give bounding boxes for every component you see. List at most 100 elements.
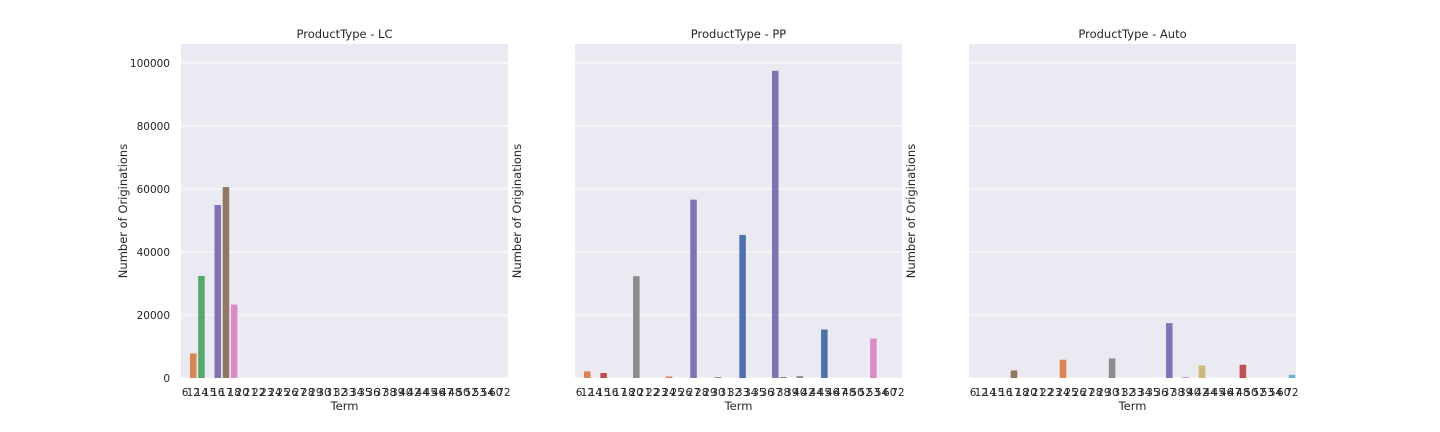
x-tick-label: 20 [236,387,249,399]
x-tick-label: 18 [227,387,240,399]
x-tick-label: 14 [589,387,603,399]
x-tick-label: 47 [1228,387,1241,399]
bar-term-38 [780,377,787,378]
plot-area [969,44,1296,378]
x-tick-label: 33 [1130,387,1143,399]
x-tick-label: 36 [1154,387,1168,399]
x-axis-label: Term [330,399,359,413]
x-tick-label: 24 [268,387,282,399]
x-tick-label: 21 [244,387,257,399]
x-tick-label: 15 [597,387,610,399]
x-tick-label: 31 [1114,387,1127,399]
x-tick-label: 29 [703,387,716,399]
bar-term-33 [739,234,746,378]
x-tick-label: 15 [203,387,216,399]
x-tick-label: 18 [621,387,634,399]
x-tick-label: 31 [326,387,339,399]
x-tick-label: 14 [195,387,209,399]
x-tick-label: 6 [182,387,189,399]
x-tick-label: 20 [630,387,643,399]
x-tick-label: 47 [440,387,453,399]
y-tick-label: 20000 [137,310,170,322]
x-tick-label: 21 [638,387,651,399]
bar-term-12 [583,371,591,378]
bar-term-72 [1288,374,1296,378]
bar-term-40 [796,376,804,378]
bar-term-30 [714,377,722,378]
x-tick-label: 72 [497,387,510,399]
x-tick-label: 39 [785,387,798,399]
panel-title: ProductType - PP [691,27,786,41]
x-tick-label: 40 [793,387,806,399]
x-tick-label: 32 [1122,387,1135,399]
y-tick-label: 40000 [137,247,170,259]
x-tick-label: 72 [891,387,904,399]
y-axis-label: Number of Originations [904,144,918,278]
x-tick-label: 35 [358,387,371,399]
x-tick-label: 6 [576,387,583,399]
bar-term-48 [1239,364,1247,378]
x-tick-label: 22 [1040,387,1053,399]
x-tick-label: 24 [662,387,676,399]
y-axis-label: Number of Originations [116,144,130,278]
x-tick-label: 53 [1261,387,1274,399]
x-tick-label: 15 [991,387,1004,399]
x-tick-label: 12 [581,387,594,399]
x-tick-label: 36 [760,387,774,399]
x-tick-label: 60 [489,387,502,399]
bar-term-53 [870,338,877,378]
x-tick-label: 28 [1089,387,1102,399]
y-tick-label: 80000 [137,121,170,133]
x-tick-label: 24 [1056,387,1070,399]
bar-term-30 [1108,358,1116,378]
x-tick-label: 46 [826,387,840,399]
y-tick-label: 60000 [137,184,170,196]
x-tick-label: 37 [375,387,388,399]
bar-term-17 [1010,370,1018,378]
x-tick-label: 39 [391,387,404,399]
x-tick-label: 42 [1195,387,1208,399]
x-tick-label: 16 [999,387,1013,399]
x-tick-label: 33 [736,387,749,399]
x-tick-label: 34 [350,387,364,399]
x-tick-label: 53 [473,387,486,399]
x-tick-label: 37 [1163,387,1176,399]
x-tick-label: 30 [1105,387,1118,399]
x-tick-label: 23 [1048,387,1061,399]
x-tick-label: 50 [456,387,469,399]
bar-term-12 [189,353,197,378]
x-tick-label: 27 [687,387,700,399]
x-tick-label: 47 [834,387,847,399]
x-tick-label: 29 [1097,387,1110,399]
x-tick-label: 14 [983,387,997,399]
x-axis-label: Term [724,399,753,413]
x-tick-label: 30 [317,387,330,399]
x-tick-label: 72 [1285,387,1298,399]
panel-1: 0 20000 40000 60000 80000 100000 6121415161718… [116,27,511,413]
x-tick-label: 25 [277,387,290,399]
panel-2: 6121415161718202122232425262728293031323… [510,27,905,413]
bar-term-24 [1059,359,1067,378]
x-tick-label: 54 [875,387,889,399]
x-tick-label: 45 [1212,387,1225,399]
bar-term-18 [230,304,238,378]
x-tick-label: 38 [383,387,396,399]
x-tick-label: 20 [1024,387,1037,399]
x-tick-label: 42 [801,387,814,399]
y-tick-label: 100000 [130,58,170,70]
x-tick-label: 21 [1032,387,1045,399]
x-tick-label: 45 [818,387,831,399]
x-axis-label: Term [1118,399,1147,413]
x-tick-label: 36 [366,387,380,399]
x-tick-label: 22 [646,387,659,399]
bar-term-14 [198,275,205,378]
x-tick-label: 27 [293,387,306,399]
x-tick-label: 38 [777,387,790,399]
x-tick-label: 48 [842,387,855,399]
x-tick-label: 39 [1179,387,1192,399]
x-tick-label: 60 [1277,387,1290,399]
x-tick-label: 54 [1269,387,1283,399]
x-tick-label: 12 [975,387,988,399]
x-tick-label: 35 [752,387,765,399]
